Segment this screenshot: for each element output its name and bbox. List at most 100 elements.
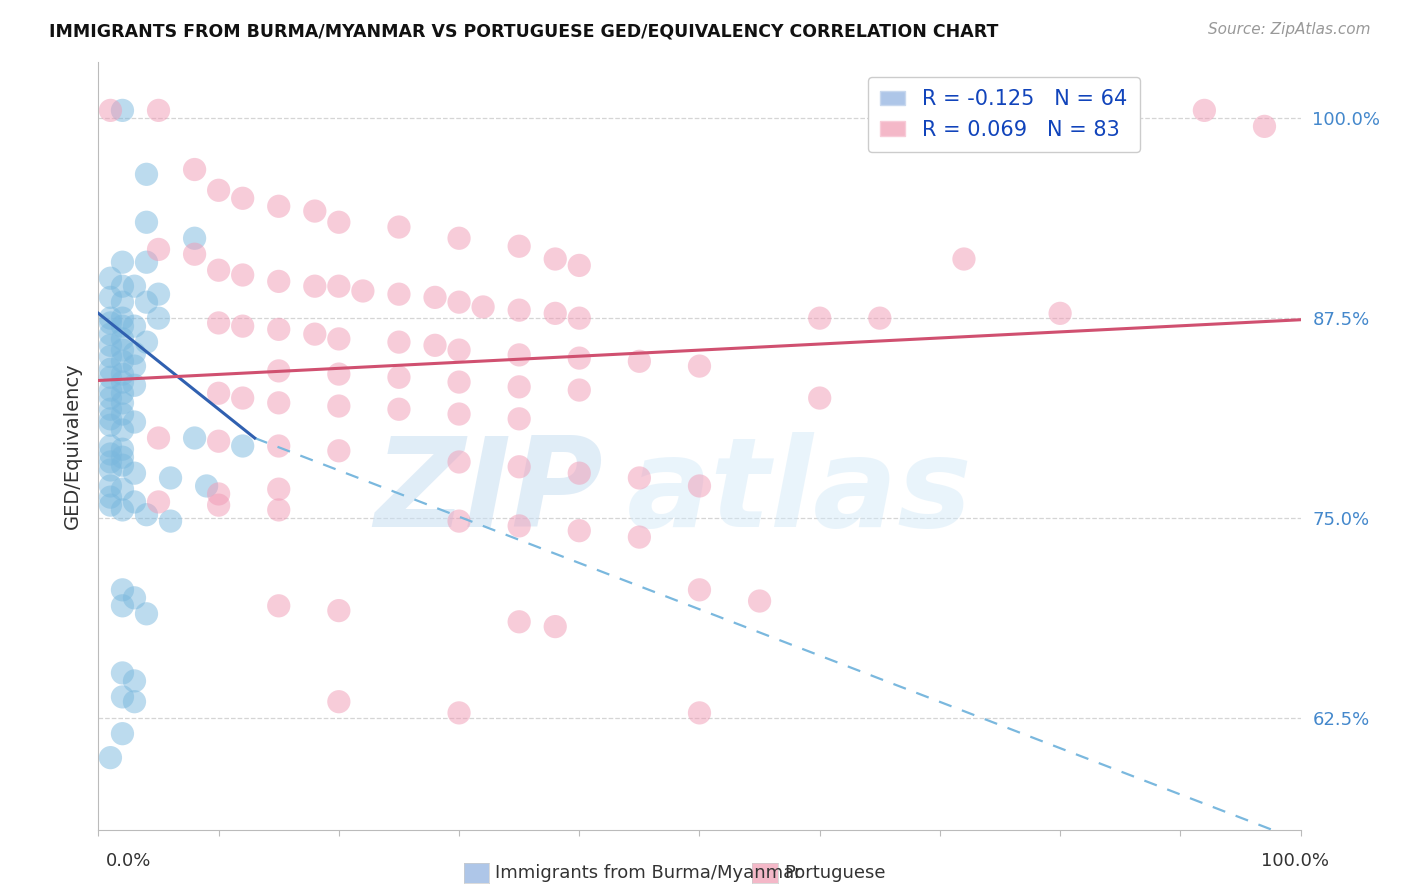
Point [100, 402, 122, 417]
Point [423, 338, 446, 352]
Point [111, 311, 134, 326]
Point [508, 519, 530, 533]
Point [135, 295, 157, 310]
Point [183, 231, 205, 245]
Point [135, 215, 157, 229]
Point [508, 412, 530, 426]
Text: 0.0%: 0.0% [105, 852, 150, 870]
Text: Immigrants from Burma/Myanmar: Immigrants from Burma/Myanmar [495, 864, 801, 882]
Point [544, 619, 567, 633]
Point [124, 279, 146, 293]
Point [100, 362, 122, 376]
Point [148, 431, 170, 445]
Point [135, 508, 157, 522]
Point [111, 319, 134, 334]
Point [388, 402, 411, 417]
Point [267, 599, 290, 613]
Point [208, 487, 231, 501]
Point [388, 220, 411, 235]
Point [953, 252, 976, 266]
Point [124, 359, 146, 373]
Point [748, 594, 770, 608]
Legend: R = -0.125   N = 64, R = 0.069   N = 83: R = -0.125 N = 64, R = 0.069 N = 83 [868, 77, 1140, 153]
Point [328, 695, 350, 709]
Point [628, 471, 651, 485]
Point [183, 247, 205, 261]
Point [423, 290, 446, 304]
Point [111, 295, 134, 310]
Point [111, 407, 134, 421]
Point [124, 319, 146, 334]
Point [111, 665, 134, 680]
Point [568, 524, 591, 538]
Point [135, 255, 157, 269]
Point [232, 439, 254, 453]
Point [568, 466, 591, 480]
Point [195, 479, 218, 493]
Point [688, 706, 710, 720]
Point [124, 495, 146, 509]
Point [100, 439, 122, 453]
Point [111, 332, 134, 346]
Point [447, 375, 470, 389]
Point [100, 383, 122, 397]
Y-axis label: GED/Equivalency: GED/Equivalency [63, 363, 82, 529]
Point [124, 346, 146, 360]
Text: IMMIGRANTS FROM BURMA/MYANMAR VS PORTUGUESE GED/EQUIVALENCY CORRELATION CHART: IMMIGRANTS FROM BURMA/MYANMAR VS PORTUGU… [49, 22, 998, 40]
Point [508, 348, 530, 362]
Point [100, 498, 122, 512]
Point [328, 279, 350, 293]
Point [508, 380, 530, 394]
Point [328, 215, 350, 229]
Point [100, 370, 122, 384]
Point [100, 391, 122, 405]
Point [111, 279, 134, 293]
Point [100, 412, 122, 426]
Point [472, 300, 495, 314]
Point [447, 231, 470, 245]
Point [100, 271, 122, 285]
Point [267, 364, 290, 378]
Point [135, 167, 157, 181]
Point [100, 350, 122, 364]
Point [232, 391, 254, 405]
Point [111, 423, 134, 437]
Point [328, 399, 350, 413]
Point [208, 316, 231, 330]
Point [148, 287, 170, 301]
Point [111, 690, 134, 704]
Point [808, 391, 831, 405]
Point [328, 367, 350, 381]
Point [111, 582, 134, 597]
Point [111, 482, 134, 496]
Point [100, 750, 122, 764]
Point [328, 443, 350, 458]
Point [124, 466, 146, 480]
Point [111, 599, 134, 613]
Point [568, 311, 591, 326]
Point [508, 459, 530, 474]
Point [688, 582, 710, 597]
Point [267, 482, 290, 496]
Point [1253, 120, 1275, 134]
Point [148, 243, 170, 257]
Point [148, 311, 170, 326]
Point [159, 514, 181, 528]
Point [508, 239, 530, 253]
Point [628, 354, 651, 368]
Point [100, 311, 122, 326]
Point [183, 431, 205, 445]
Point [100, 447, 122, 461]
Point [135, 335, 157, 350]
Point [135, 607, 157, 621]
Point [111, 354, 134, 368]
Point [388, 370, 411, 384]
Point [111, 396, 134, 410]
Point [111, 255, 134, 269]
Point [111, 375, 134, 389]
Point [869, 311, 891, 326]
Point [628, 530, 651, 544]
Point [267, 439, 290, 453]
Point [232, 319, 254, 334]
Point [447, 343, 470, 358]
